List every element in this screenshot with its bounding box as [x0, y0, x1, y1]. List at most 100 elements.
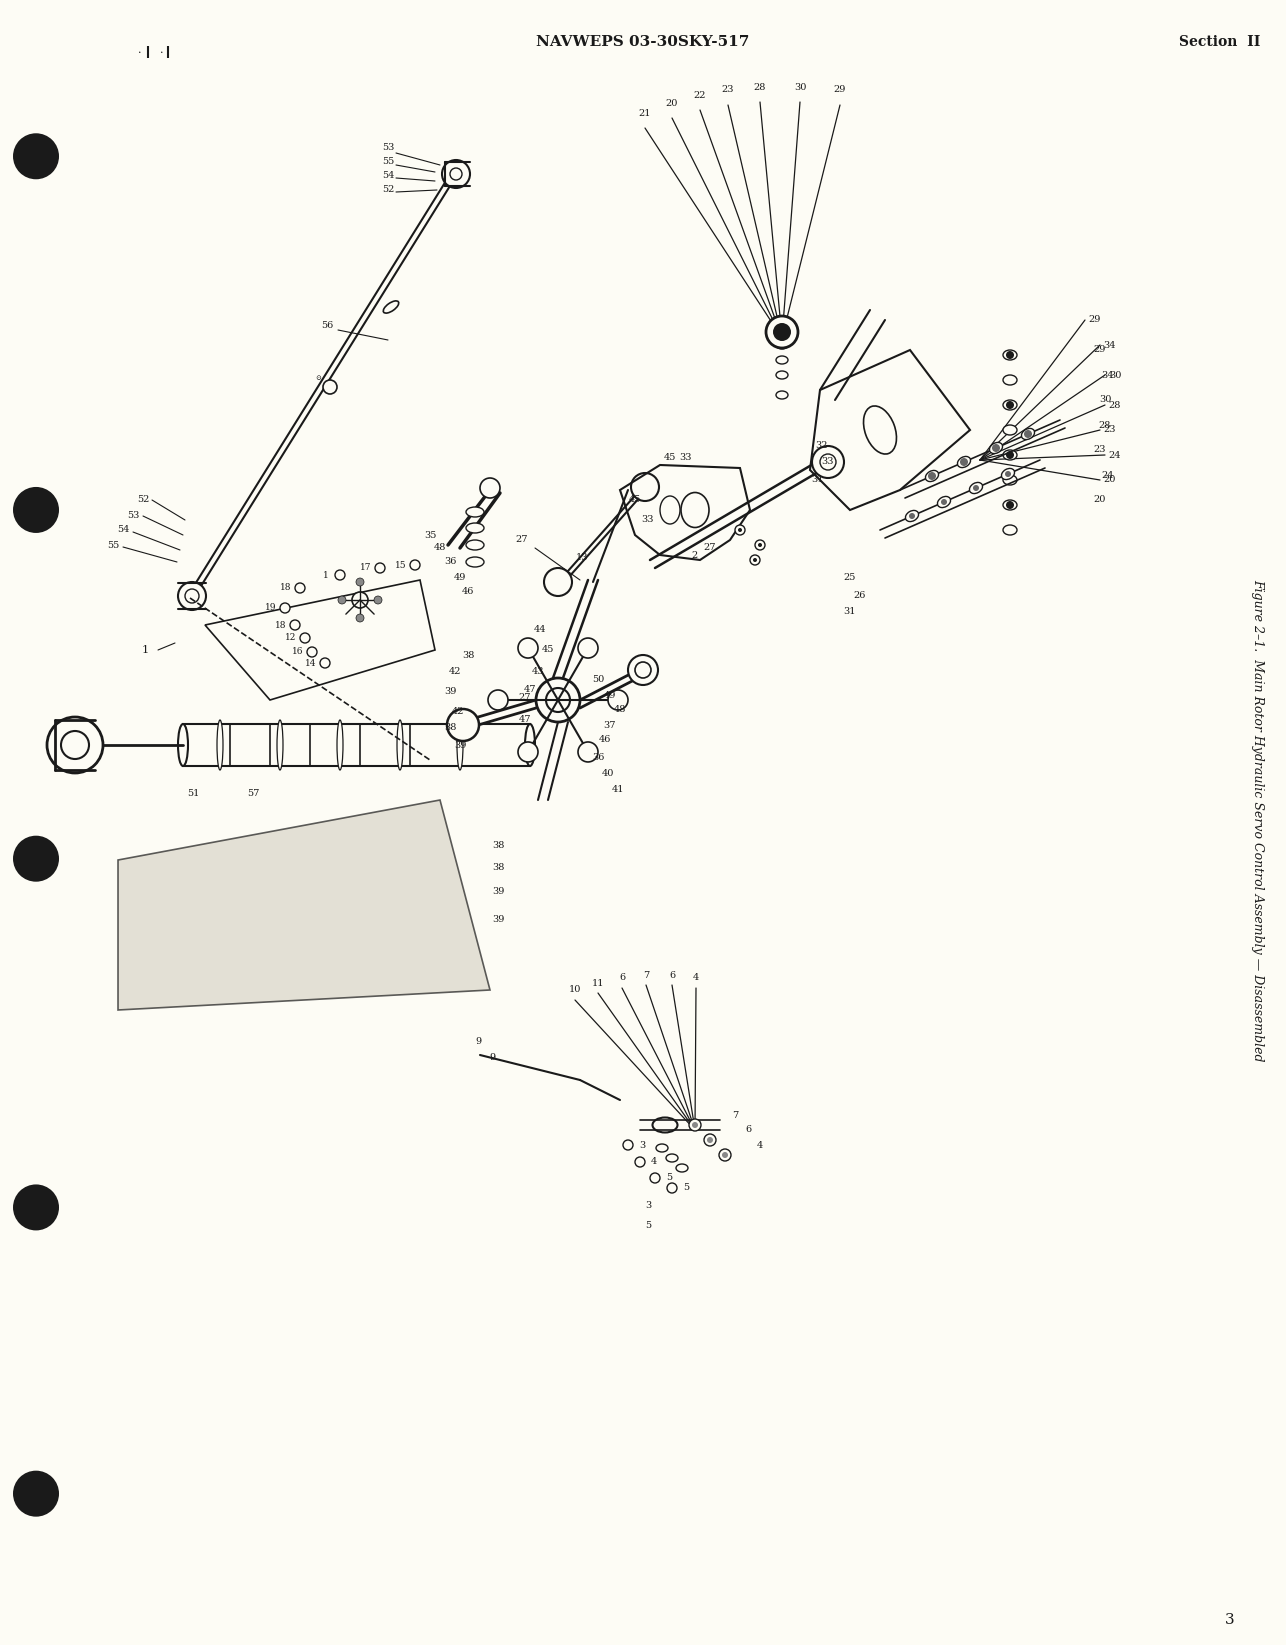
Text: 53: 53	[127, 510, 139, 520]
Text: 1: 1	[323, 571, 329, 579]
Text: 36: 36	[444, 558, 457, 566]
Circle shape	[1004, 470, 1011, 477]
Circle shape	[13, 487, 59, 533]
Circle shape	[667, 1183, 676, 1193]
Text: 47: 47	[523, 686, 536, 694]
Text: 34: 34	[1102, 370, 1114, 380]
Ellipse shape	[466, 558, 484, 568]
Text: 25: 25	[844, 574, 856, 582]
Ellipse shape	[466, 507, 484, 517]
Text: 33: 33	[642, 515, 655, 525]
Circle shape	[909, 513, 916, 520]
Text: 29: 29	[1089, 316, 1101, 324]
Text: 30: 30	[1098, 395, 1111, 405]
Circle shape	[518, 638, 538, 658]
Ellipse shape	[525, 724, 535, 767]
Ellipse shape	[1003, 350, 1017, 360]
Circle shape	[338, 595, 346, 604]
Text: 45: 45	[629, 495, 642, 505]
Ellipse shape	[775, 341, 788, 349]
Text: 53: 53	[382, 143, 395, 153]
Text: 17: 17	[360, 564, 372, 572]
Text: 24: 24	[1109, 451, 1121, 459]
Circle shape	[547, 688, 570, 712]
Circle shape	[928, 472, 936, 480]
Circle shape	[992, 444, 1001, 452]
Text: 6: 6	[745, 1125, 751, 1135]
Circle shape	[300, 633, 310, 643]
Ellipse shape	[1003, 500, 1017, 510]
Text: 21: 21	[639, 109, 651, 117]
Circle shape	[356, 577, 364, 586]
Ellipse shape	[970, 482, 983, 493]
Circle shape	[13, 1471, 59, 1517]
Circle shape	[811, 446, 844, 479]
Text: 4: 4	[693, 974, 700, 982]
Circle shape	[707, 1137, 712, 1143]
Ellipse shape	[863, 406, 896, 454]
Text: 41: 41	[612, 786, 624, 795]
Ellipse shape	[666, 1155, 678, 1161]
Circle shape	[518, 742, 538, 762]
Ellipse shape	[775, 372, 788, 378]
Ellipse shape	[337, 721, 343, 770]
Text: 39: 39	[454, 740, 467, 750]
Circle shape	[820, 454, 836, 470]
Text: 45: 45	[541, 645, 554, 655]
Circle shape	[320, 658, 331, 668]
Circle shape	[356, 614, 364, 622]
Circle shape	[961, 457, 968, 466]
Ellipse shape	[1003, 400, 1017, 410]
Text: 57: 57	[247, 788, 260, 798]
Text: 10: 10	[568, 985, 581, 995]
Circle shape	[622, 1140, 633, 1150]
Text: 9: 9	[475, 1038, 481, 1046]
Ellipse shape	[660, 497, 680, 525]
Text: 7: 7	[732, 1110, 738, 1120]
Text: 38: 38	[444, 724, 457, 732]
Text: 4: 4	[651, 1158, 657, 1166]
Circle shape	[628, 655, 658, 684]
Text: 27: 27	[516, 536, 529, 544]
Text: 42: 42	[451, 707, 464, 717]
Circle shape	[334, 571, 345, 581]
Text: 28: 28	[1098, 421, 1111, 429]
Text: 16: 16	[292, 648, 303, 656]
Circle shape	[703, 1133, 716, 1147]
Text: 39: 39	[491, 888, 504, 897]
Ellipse shape	[989, 443, 1003, 454]
Ellipse shape	[457, 721, 463, 770]
Text: 52: 52	[382, 186, 395, 194]
Text: 28: 28	[1109, 400, 1121, 410]
Text: 49: 49	[604, 691, 616, 699]
Circle shape	[48, 717, 103, 773]
Text: 23: 23	[1094, 446, 1106, 454]
Circle shape	[291, 620, 300, 630]
Ellipse shape	[1003, 424, 1017, 434]
Text: 39: 39	[444, 688, 457, 696]
Text: 23: 23	[1103, 426, 1116, 434]
Text: 27: 27	[703, 543, 716, 553]
Ellipse shape	[775, 355, 788, 364]
Circle shape	[773, 322, 791, 341]
Text: NAVWEPS 03-30SKY-517: NAVWEPS 03-30SKY-517	[536, 35, 750, 49]
Text: 52: 52	[136, 495, 149, 505]
Circle shape	[13, 1184, 59, 1230]
Text: 18: 18	[280, 584, 292, 592]
Ellipse shape	[397, 721, 403, 770]
Circle shape	[736, 525, 745, 535]
Text: 33: 33	[680, 454, 692, 462]
Ellipse shape	[656, 1143, 667, 1151]
Ellipse shape	[1021, 428, 1034, 439]
Text: 40: 40	[602, 770, 615, 778]
Text: 26: 26	[854, 591, 867, 599]
Circle shape	[635, 661, 651, 678]
Text: 32: 32	[815, 441, 828, 449]
Text: 49: 49	[454, 574, 467, 582]
Text: 47: 47	[518, 716, 531, 724]
Circle shape	[754, 558, 757, 563]
Text: 7: 7	[643, 971, 649, 979]
Ellipse shape	[905, 510, 918, 521]
Text: 38: 38	[491, 864, 504, 872]
Text: 46: 46	[462, 587, 475, 597]
